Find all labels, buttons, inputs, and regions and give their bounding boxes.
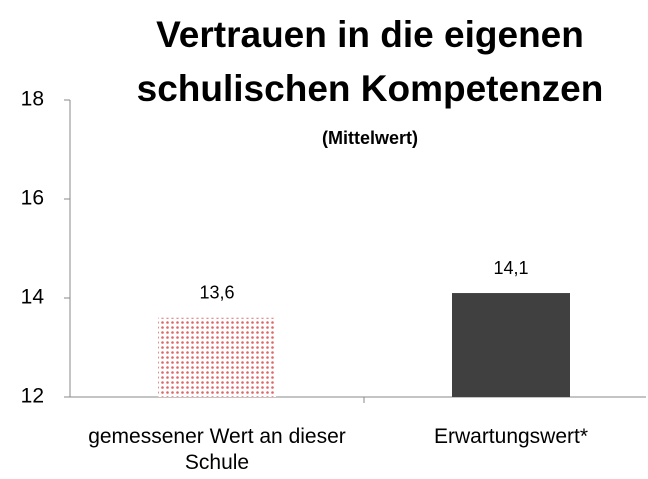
y-tick-label: 14 [21, 286, 45, 309]
bar [452, 293, 570, 397]
x-tick-label: gemessener Wert an dieser Schule [88, 425, 346, 474]
chart-subtitle: (Mittelwert) [322, 128, 418, 148]
y-tick-label: 12 [21, 385, 44, 408]
data-label: 14,1 [493, 258, 528, 278]
chart-title: Vertrauen in die eigenen schulischen Kom… [136, 14, 604, 109]
data-label: 13,6 [199, 283, 234, 303]
bar [158, 317, 276, 397]
x-tick-label: Erwartungswert* [433, 425, 589, 448]
y-tick-label: 18 [21, 88, 44, 111]
y-tick-label: 16 [21, 187, 44, 210]
